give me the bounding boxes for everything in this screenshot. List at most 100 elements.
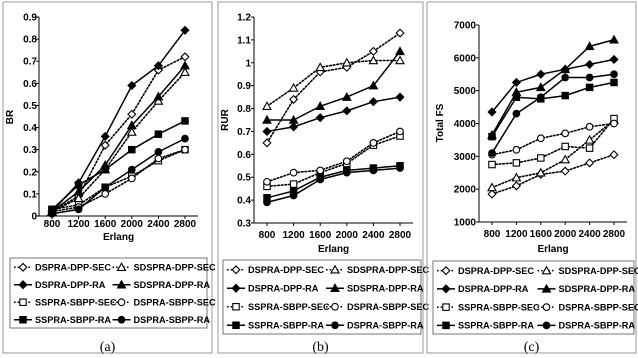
legend-marker: [19, 315, 27, 324]
series-sdspra-dpp-ra: [262, 46, 405, 124]
data-point: [512, 159, 521, 167]
data-point: [289, 168, 298, 177]
series-line: [51, 120, 186, 211]
data-point: [289, 94, 299, 104]
series-line: [266, 50, 401, 121]
legend-label: DSPRA-SBPP-SEC: [134, 298, 217, 308]
x-tick-label: 2400: [578, 229, 601, 240]
chart-panel-b: 0.3 0.4 0.5 0.6 0.7 0.8 0.9 1 1.1 1.2 800 1200 1600 2…: [217, 1, 430, 355]
legend-marker: [331, 302, 339, 311]
data-point: [561, 129, 570, 138]
panel-frame: [426, 1, 637, 354]
legend-label: SSPRA-SBPP-SEC: [248, 302, 330, 312]
legend-marker: [541, 265, 552, 275]
y-tick-label: 5000: [454, 86, 477, 97]
data-point: [560, 166, 570, 176]
legend-entry: SDSPRA-DPP-RA: [112, 279, 210, 290]
data-point: [263, 198, 271, 207]
legend-label: DSPRA-DPP-SEC: [35, 263, 111, 273]
legend-label: DSPRA-DPP-RA: [35, 280, 106, 290]
y-tick-label: 2000: [454, 185, 477, 196]
y-tick-label: 0.6: [23, 79, 37, 90]
data-point: [128, 145, 136, 154]
data-point: [315, 113, 325, 123]
data-point: [585, 83, 594, 92]
legend-entry: DSPRA-SBPP-RA: [326, 321, 424, 331]
data-point: [74, 181, 83, 189]
x-tick-label: 2800: [389, 230, 412, 241]
legend-entry: SSPRA-SBPP-SEC: [14, 298, 117, 308]
legend-entry: SDSPRA-DPP-SEC: [537, 265, 638, 276]
x-axis-title: Erlang: [537, 244, 568, 255]
data-point: [341, 57, 352, 67]
series-dspra-sbpp-ra: [48, 134, 189, 218]
legend-entry: DSPRA-DPP-SEC: [14, 263, 111, 273]
series-dspra-dpp-sec: [262, 28, 405, 148]
x-tick-label: 2000: [336, 230, 359, 241]
series-line: [266, 167, 401, 204]
data-point: [127, 80, 137, 91]
data-point: [511, 77, 521, 88]
legend-marker: [116, 279, 127, 289]
data-point: [511, 181, 521, 191]
y-tick-label: 0.1: [23, 189, 37, 200]
legend-marker: [18, 280, 28, 290]
data-point: [315, 62, 326, 72]
data-point: [180, 60, 190, 70]
data-point: [263, 177, 271, 186]
legend-label: SDSPRA-DPP-SEC: [134, 263, 217, 273]
y-tick-label: 1.2: [237, 13, 251, 24]
x-tick-label: 1600: [309, 230, 332, 241]
data-point: [180, 52, 190, 62]
x-tick-label: 1200: [505, 229, 528, 240]
data-point: [262, 138, 272, 148]
legend-entry: SSPRA-SBPP-RA: [227, 321, 324, 331]
data-point: [585, 144, 594, 152]
legend-label: SSPRA-SBPP-SEC: [458, 302, 540, 312]
series-line: [51, 71, 186, 213]
y-tick-label: 0.8: [23, 35, 37, 46]
data-point: [262, 101, 272, 111]
legend-label: SDSPRA-DPP-RA: [559, 284, 636, 294]
data-point: [289, 122, 299, 132]
legend-label: SSPRA-SBPP-SEC: [35, 298, 117, 308]
data-point: [512, 93, 521, 101]
data-point: [181, 117, 189, 125]
data-point: [537, 154, 545, 162]
legend-entry: DSPRA-DPP-RA: [14, 280, 106, 290]
series-line: [51, 137, 186, 215]
data-point: [395, 55, 405, 65]
legend-marker: [330, 283, 340, 293]
legend-marker: [232, 302, 240, 311]
legend-label: SDSPRA-DPP-SEC: [559, 266, 638, 276]
data-point: [512, 109, 521, 118]
series-line: [51, 148, 186, 213]
data-point: [316, 175, 325, 184]
legend-entry: SDSPRA-DPP-RA: [537, 283, 636, 294]
data-point: [368, 80, 379, 90]
data-point: [342, 157, 351, 166]
data-point: [369, 139, 378, 147]
legend: DSPRA-DPP-SEC SDSPRA-DPP-SEC DSPRA-DPP-RA S…: [9, 257, 217, 329]
y-tick-label: 0.4: [23, 123, 37, 134]
legend: DSPRA-DPP-SEC SDSPRA-DPP-SEC DSPRA-DPP-RA S…: [222, 259, 430, 335]
y-tick-label: 0: [31, 212, 37, 223]
panel-frame: [217, 1, 424, 354]
data-point: [368, 97, 378, 107]
series-dspra-sbpp-ra: [263, 164, 404, 207]
data-point: [395, 46, 405, 56]
data-point: [181, 145, 189, 154]
y-tick-label: 1000: [454, 218, 477, 229]
legend-entry: DSPRA-DPP-SEC: [227, 265, 324, 275]
data-point: [101, 190, 110, 198]
y-tick-label: 1.1: [237, 35, 251, 46]
data-point: [610, 70, 618, 79]
legend-entry: SSPRA-SBPP-RA: [14, 315, 111, 325]
y-tick-label: 0.7: [237, 127, 251, 138]
legend-label: SSPRA-SBPP-RA: [248, 321, 324, 331]
data-point: [127, 109, 137, 119]
legend-label: SDSPRA-DPP-RA: [347, 284, 424, 294]
data-point: [154, 148, 163, 156]
data-point: [609, 34, 619, 44]
